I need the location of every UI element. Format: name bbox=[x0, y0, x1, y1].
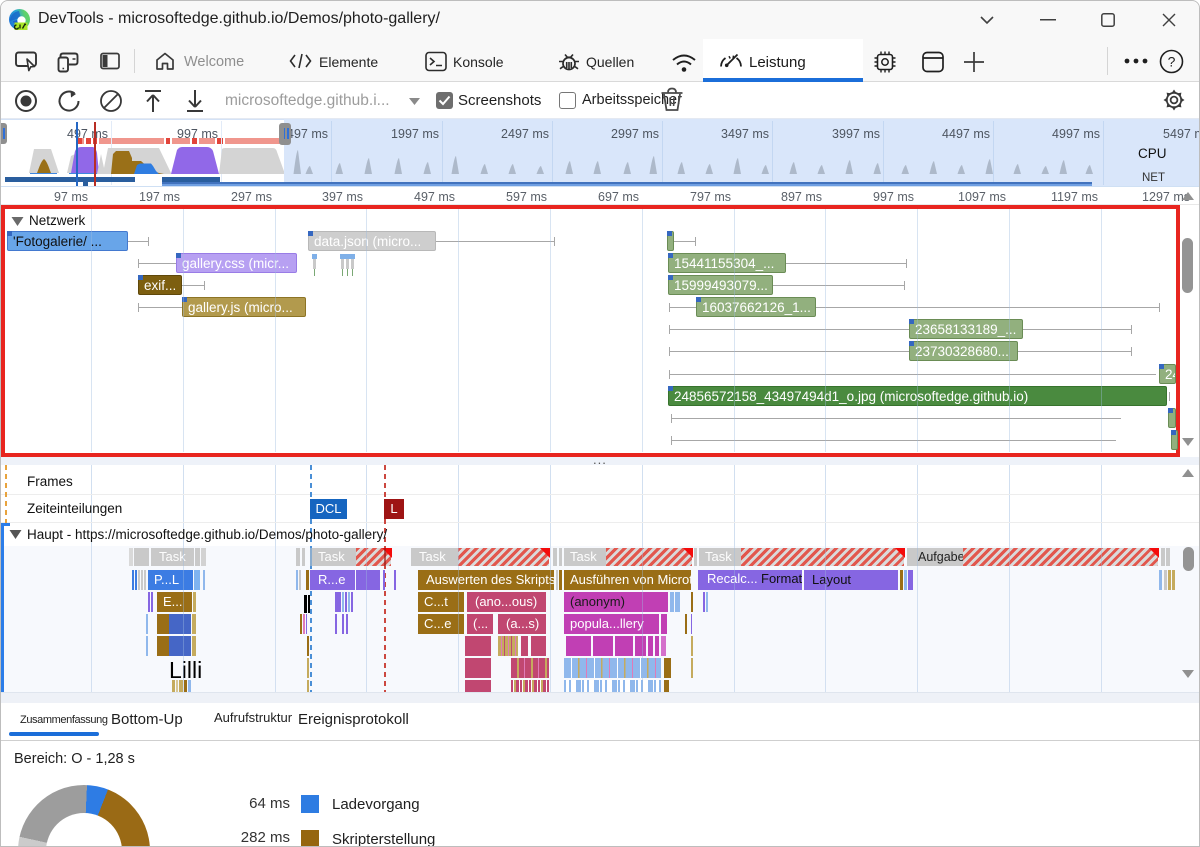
svg-text:?: ? bbox=[1168, 54, 1176, 70]
